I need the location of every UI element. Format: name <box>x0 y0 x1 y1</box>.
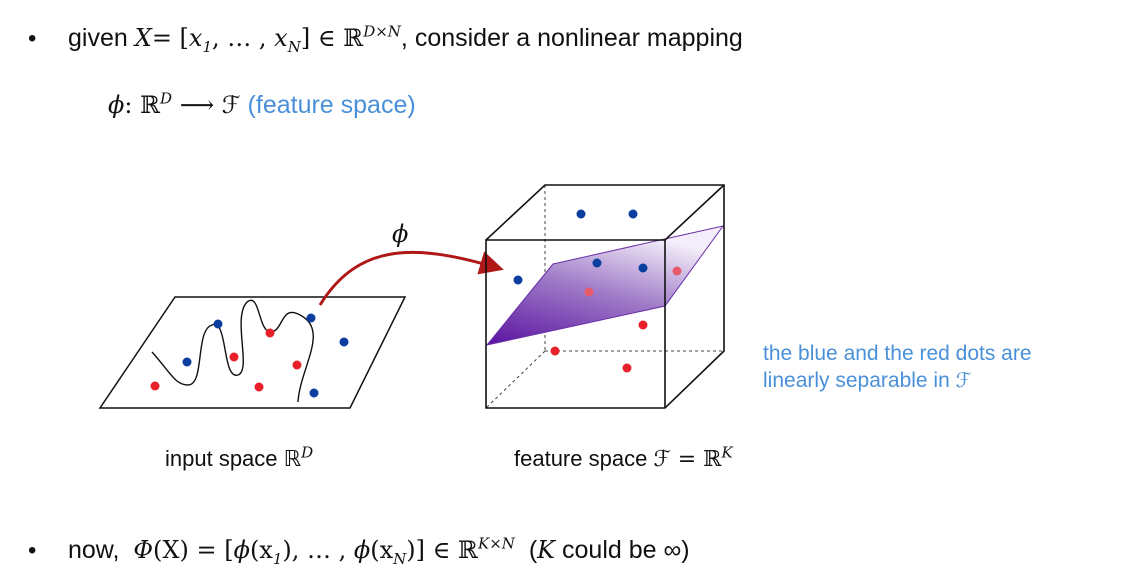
input-red-dot <box>265 328 275 338</box>
line-phi-X: now, Φ(X) = [ϕ(x1), … , ϕ(xN)] ∈ ℝK×N (K… <box>68 534 690 566</box>
input-space-plane <box>98 296 407 409</box>
input-space-sup: D <box>301 443 314 462</box>
note-line-1: the blue and the red dots are <box>763 342 1032 365</box>
math-eq-open: = [ <box>151 24 189 52</box>
math-sub-N: N <box>287 38 301 56</box>
math-sup-DxN: D×N <box>363 22 401 41</box>
feature-blue-dot <box>592 258 602 268</box>
input-blue-dot <box>339 337 349 347</box>
math-close-in: )] ∈ ℝ <box>406 536 478 564</box>
feature-blue-dot <box>513 275 523 285</box>
math-sup-KxN: K×N <box>478 534 515 553</box>
feature-red-dot <box>672 266 682 276</box>
phi-arrow-label: ϕ <box>392 220 409 248</box>
line-phi-mapping: ϕ: ℝD ⟶ ℱ (feature space) <box>108 89 416 119</box>
bullet-1: • <box>28 25 37 52</box>
math-dots: , … , <box>212 24 275 52</box>
input-blue-dot <box>182 357 192 367</box>
text-feature-space: (feature space) <box>240 91 416 119</box>
math-F: ℱ <box>221 91 241 119</box>
note-line-2: linearly separable in ℱ <box>763 367 1032 394</box>
math-arrow: ⟶ <box>172 91 222 119</box>
input-blue-dot <box>213 319 223 329</box>
text-now: now, <box>68 536 120 564</box>
math-phi1: ϕ <box>233 536 250 564</box>
feature-space-eq: = ℝ <box>670 447 722 472</box>
math-colon-R: : ℝ <box>124 91 161 119</box>
math-Phi: Φ <box>133 536 154 564</box>
input-red-dot <box>150 381 160 391</box>
text-could-be: could be ∞) <box>555 536 690 564</box>
feature-space-sup: K <box>721 443 733 462</box>
math-xN: (x <box>370 536 394 564</box>
math-phiN: ϕ <box>353 536 371 564</box>
math-X: X <box>134 24 152 52</box>
bullet-2: • <box>28 537 37 564</box>
feature-space-caption: feature space ℱ = ℝK <box>514 445 733 472</box>
math-close-in: ] ∈ ℝ <box>300 24 364 52</box>
math-sub1: 1 <box>272 550 283 568</box>
math-x1: x <box>188 24 203 52</box>
input-red-dot <box>254 382 264 392</box>
feature-red-dot <box>550 346 560 356</box>
math-X-paren: (X) = [ <box>153 536 234 564</box>
input-blue-dot <box>306 313 316 323</box>
feature-red-dot <box>584 287 594 297</box>
separating-hyperplane <box>485 225 725 346</box>
math-phi: ϕ <box>108 91 125 119</box>
math-sup-D: D <box>160 89 173 108</box>
separability-note: the blue and the red dots are linearly s… <box>763 340 1032 395</box>
separating-curve <box>151 299 314 403</box>
feature-blue-dot <box>628 209 638 219</box>
feature-space-text: feature space <box>514 446 654 471</box>
text-consider: , consider a nonlinear mapping <box>400 24 743 52</box>
input-red-dot <box>292 360 302 370</box>
note-F: ℱ <box>955 368 972 393</box>
feature-blue-dot <box>638 263 648 273</box>
input-space-caption: input space ℝD <box>165 445 313 471</box>
input-blue-dot <box>309 388 319 398</box>
cube-hidden-edge <box>485 350 546 409</box>
text-open-paren: ( <box>528 536 538 564</box>
math-subN: N <box>393 550 407 568</box>
input-red-dot <box>229 352 239 362</box>
feature-space-F: ℱ <box>653 447 671 472</box>
feature-red-dot <box>638 320 648 330</box>
math-mid: ), … , <box>282 536 354 564</box>
line-given-mapping: given X= [x1, … , xN] ∈ ℝD×N, consider a… <box>68 22 743 54</box>
math-x1: (x <box>249 536 273 564</box>
feature-blue-dot <box>576 209 586 219</box>
math-sub-1: 1 <box>202 38 213 56</box>
mapping-arrow <box>318 250 504 306</box>
feature-red-dot <box>622 363 632 373</box>
math-K: K <box>537 536 556 564</box>
input-space-text: input space ℝ <box>165 446 302 471</box>
note-line-2-text: linearly separable in <box>763 369 956 393</box>
text-given: given <box>68 24 128 52</box>
math-xN: x <box>274 24 288 52</box>
